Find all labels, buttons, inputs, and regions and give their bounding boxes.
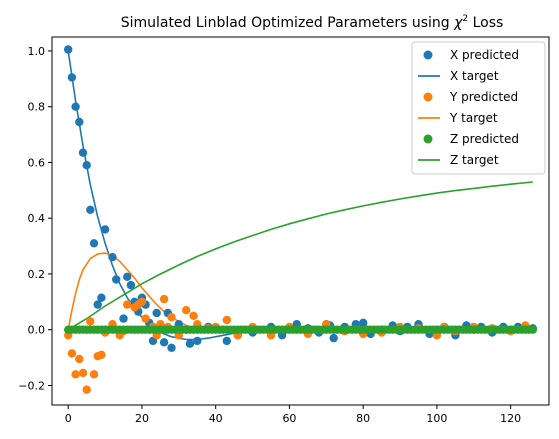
y-predicted-point — [137, 297, 147, 306]
legend-marker-x-predicted — [423, 50, 433, 60]
y-predicted-point — [75, 354, 84, 364]
x-predicted-point — [152, 308, 161, 318]
y-tick-label: −0.2 — [18, 379, 45, 392]
y-tick-label: 0.2 — [28, 268, 46, 281]
legend: X predicted X target Y predicted Y target Z … — [411, 41, 546, 175]
legend-label-x-predicted: X predicted — [450, 48, 519, 62]
x-predicted-point — [108, 253, 117, 262]
x-predicted-point — [193, 336, 202, 346]
y-tick-label: 0.4 — [28, 212, 46, 225]
chart-title: Simulated Linblad Optimized Parameters u… — [121, 14, 504, 31]
x-tick-label: 0 — [65, 412, 72, 425]
scatter-points — [63, 45, 537, 394]
y-tick-label: 1.0 — [28, 45, 46, 58]
y-predicted-point — [123, 300, 132, 309]
y-predicted-point — [182, 306, 191, 315]
y-predicted-point — [86, 317, 95, 326]
x-predicted-point — [89, 239, 99, 248]
x-tick-label: 100 — [426, 412, 447, 425]
x-predicted-point — [100, 225, 110, 234]
x-predicted-point — [329, 333, 338, 343]
x-predicted-point — [71, 102, 80, 111]
legend-label-x-target: X target — [450, 69, 499, 83]
x-axis: 0 20 40 60 80 100 120 — [65, 405, 521, 425]
x-predicted-point — [185, 339, 195, 348]
x-predicted-point — [63, 45, 73, 54]
y-tick-label: 0.6 — [28, 156, 46, 169]
legend-label-z-target: Z target — [450, 153, 499, 167]
y-predicted-point — [159, 294, 169, 304]
y-predicted-point — [222, 315, 231, 325]
x-predicted-point — [126, 280, 136, 290]
legend-label-y-target: Y target — [449, 111, 498, 125]
y-predicted-point — [167, 313, 176, 322]
x-predicted-point — [167, 343, 176, 352]
y-predicted-point — [78, 368, 88, 378]
x-tick-label: 40 — [209, 412, 223, 425]
x-tick-label: 60 — [282, 412, 296, 425]
y-predicted-point — [71, 370, 80, 379]
legend-label-z-predicted: Z predicted — [450, 132, 519, 146]
x-predicted-point — [359, 318, 368, 327]
x-tick-label: 120 — [500, 412, 521, 425]
y-predicted-point — [67, 349, 77, 358]
y-predicted-point — [189, 311, 198, 320]
y-predicted-point — [82, 385, 91, 394]
x-predicted-point — [75, 117, 84, 127]
x-predicted-point — [67, 73, 77, 82]
y-axis: −0.2 0.0 0.2 0.4 0.6 0.8 1.0 — [18, 45, 52, 392]
legend-label-y-predicted: Y predicted — [449, 90, 518, 104]
y-predicted-point — [97, 350, 106, 359]
x-predicted-point — [123, 272, 132, 281]
axes-frame — [51, 36, 550, 406]
x-predicted-point — [112, 275, 121, 284]
plot-area — [63, 45, 537, 394]
y-tick-label: 0.8 — [28, 101, 46, 114]
x-tick-label: 80 — [356, 412, 370, 425]
x-predicted-point — [82, 161, 91, 170]
x-tick-label: 20 — [135, 412, 149, 425]
y-predicted-point — [89, 370, 99, 379]
x-predicted-point — [97, 293, 106, 302]
x-predicted-point — [86, 205, 95, 214]
x-predicted-point — [159, 338, 169, 347]
z-target-line — [67, 181, 533, 331]
x-predicted-point — [222, 336, 231, 346]
x-predicted-point — [93, 300, 102, 309]
z-predicted-point — [528, 325, 537, 334]
legend-marker-z-predicted — [423, 134, 433, 144]
y-tick-label: 0.0 — [28, 324, 46, 337]
y-target-line — [67, 252, 533, 333]
y-predicted-point — [141, 314, 150, 323]
x-predicted-point — [119, 314, 128, 323]
x-predicted-point — [78, 148, 88, 157]
legend-box — [411, 41, 546, 175]
legend-marker-y-predicted — [423, 92, 433, 102]
